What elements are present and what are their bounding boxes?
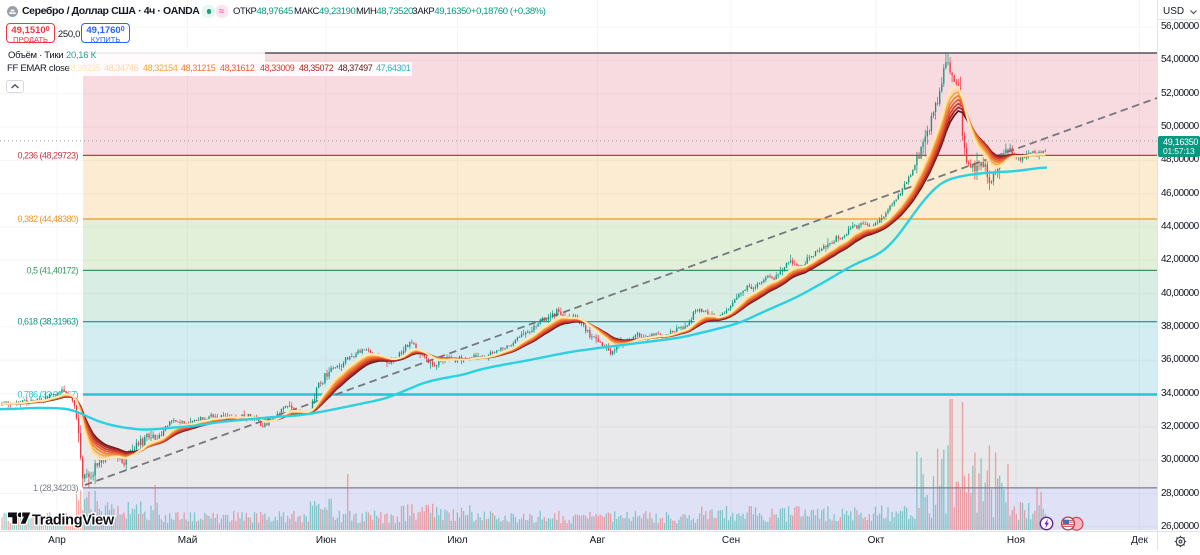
svg-text:0,236 (48,29723): 0,236 (48,29723) xyxy=(17,150,78,160)
svg-text:TradingView: TradingView xyxy=(32,513,115,529)
svg-text:1 (28,34203): 1 (28,34203) xyxy=(33,483,79,493)
svg-text:0,5 (41,40172): 0,5 (41,40172) xyxy=(26,265,78,275)
svg-text:0,618 (38,31963): 0,618 (38,31963) xyxy=(17,317,78,327)
svg-text:0,382 (44,48380): 0,382 (44,48380) xyxy=(17,214,78,224)
svg-text:0,786 (33,93267): 0,786 (33,93267) xyxy=(17,390,78,400)
